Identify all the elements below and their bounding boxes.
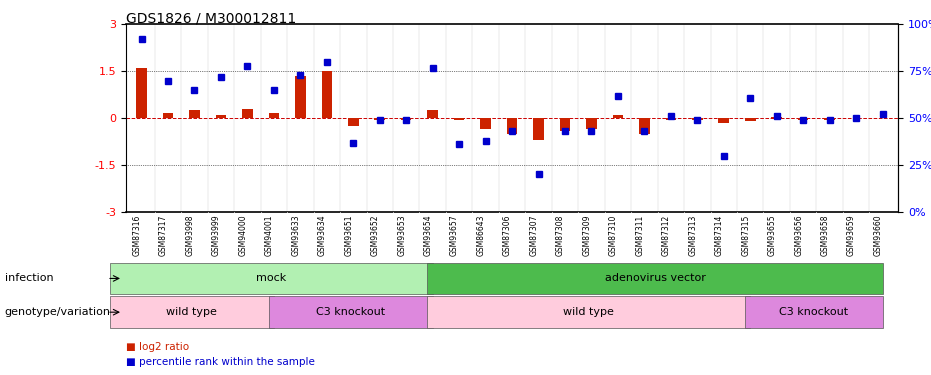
Text: GSM87313: GSM87313 <box>688 214 697 256</box>
Text: GSM94001: GSM94001 <box>265 214 274 256</box>
Bar <box>427 262 883 294</box>
Text: GSM87312: GSM87312 <box>662 214 671 256</box>
Text: adenovirus vector: adenovirus vector <box>604 273 706 284</box>
Bar <box>348 118 358 126</box>
Text: GSM93999: GSM93999 <box>212 214 221 256</box>
Bar <box>719 118 729 123</box>
Text: GSM93657: GSM93657 <box>450 214 459 256</box>
Text: GDS1826 / M300012811: GDS1826 / M300012811 <box>126 11 296 25</box>
Bar <box>587 118 597 129</box>
Bar <box>533 118 544 140</box>
Bar <box>216 115 226 118</box>
Text: C3 knockout: C3 knockout <box>316 307 385 317</box>
Text: GSM87310: GSM87310 <box>609 214 618 256</box>
Text: GSM93659: GSM93659 <box>847 214 857 256</box>
Bar <box>480 118 491 129</box>
Text: GSM87307: GSM87307 <box>530 214 538 256</box>
Text: GSM93660: GSM93660 <box>873 214 883 256</box>
Text: GSM93658: GSM93658 <box>820 214 830 256</box>
Text: GSM86643: GSM86643 <box>477 214 486 256</box>
Text: wild type: wild type <box>563 307 614 317</box>
Text: GSM93633: GSM93633 <box>291 214 301 256</box>
Bar <box>824 118 835 120</box>
Bar <box>613 115 623 118</box>
Bar <box>506 118 518 134</box>
Text: GSM93652: GSM93652 <box>371 214 380 256</box>
Text: ■ log2 ratio: ■ log2 ratio <box>126 342 189 352</box>
Text: GSM87314: GSM87314 <box>715 214 723 256</box>
Text: GSM93651: GSM93651 <box>344 214 353 256</box>
Bar <box>772 117 782 118</box>
Text: GSM93656: GSM93656 <box>794 214 803 256</box>
Bar <box>163 113 173 118</box>
Bar <box>877 117 888 118</box>
Text: GSM87308: GSM87308 <box>556 214 565 256</box>
Bar <box>692 118 703 120</box>
Bar <box>110 262 433 294</box>
Text: wild type: wild type <box>167 307 217 317</box>
Text: GSM87316: GSM87316 <box>132 214 142 256</box>
Text: GSM87309: GSM87309 <box>583 214 591 256</box>
Bar <box>295 76 305 118</box>
Bar <box>110 296 274 328</box>
Text: GSM93653: GSM93653 <box>398 214 406 256</box>
Text: GSM94000: GSM94000 <box>238 214 248 256</box>
Bar <box>268 113 279 118</box>
Bar <box>401 118 412 120</box>
Text: GSM87311: GSM87311 <box>635 214 644 256</box>
Bar <box>136 68 147 118</box>
Bar <box>427 110 438 118</box>
Text: GSM87315: GSM87315 <box>741 214 750 256</box>
Text: GSM93654: GSM93654 <box>424 214 433 256</box>
Text: GSM93655: GSM93655 <box>768 214 776 256</box>
Text: C3 knockout: C3 knockout <box>779 307 848 317</box>
Text: genotype/variation: genotype/variation <box>5 307 111 317</box>
Bar <box>745 118 756 121</box>
Text: GSM87317: GSM87317 <box>159 214 168 256</box>
Bar <box>560 118 571 130</box>
Text: ■ percentile rank within the sample: ■ percentile rank within the sample <box>126 357 315 367</box>
Bar <box>798 118 808 120</box>
Bar <box>453 118 465 120</box>
Bar <box>745 296 883 328</box>
Bar <box>427 296 750 328</box>
Bar <box>321 71 332 118</box>
Bar <box>639 118 650 134</box>
Text: GSM93998: GSM93998 <box>185 214 195 256</box>
Bar <box>242 109 252 118</box>
Bar <box>268 296 433 328</box>
Text: infection: infection <box>5 273 53 284</box>
Bar <box>189 110 200 118</box>
Bar <box>374 118 385 120</box>
Bar <box>666 118 676 120</box>
Text: GSM87306: GSM87306 <box>503 214 512 256</box>
Text: mock: mock <box>256 273 287 284</box>
Text: GSM93634: GSM93634 <box>317 214 327 256</box>
